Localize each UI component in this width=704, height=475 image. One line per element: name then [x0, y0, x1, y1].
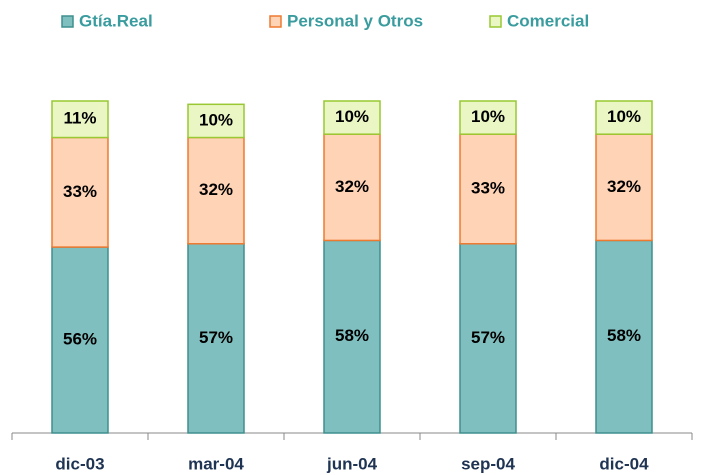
data-label: 33% — [471, 178, 505, 197]
bar-segment — [595, 239, 653, 434]
legend-swatch — [489, 15, 502, 28]
data-label: 10% — [607, 107, 641, 126]
x-tick-label: jun-04 — [326, 454, 378, 473]
data-label: 10% — [199, 110, 233, 129]
bar-segment — [187, 243, 245, 434]
bar-segment — [459, 100, 517, 135]
data-label: 11% — [63, 109, 96, 128]
data-label: 33% — [63, 182, 97, 201]
bar-segment — [187, 136, 245, 245]
data-label: 57% — [471, 328, 505, 347]
data-label: 58% — [607, 326, 641, 345]
bar-segment — [323, 239, 381, 434]
x-tick-label: sep-04 — [461, 454, 515, 473]
legend-label: Personal y Otros — [287, 11, 423, 30]
legend-swatch — [61, 15, 74, 28]
legend-label: Comercial — [507, 11, 589, 30]
x-tick-label: mar-04 — [188, 454, 244, 473]
x-tick-label: dic-04 — [599, 454, 649, 473]
data-label: 32% — [335, 177, 369, 196]
data-label: 10% — [471, 107, 505, 126]
x-tick-label: dic-03 — [55, 454, 104, 473]
legend-swatch — [269, 15, 282, 28]
data-label: 57% — [199, 328, 233, 347]
bar-segment — [323, 100, 381, 135]
bar-segment — [51, 100, 109, 139]
legend-label: Gtía.Real — [79, 11, 153, 30]
data-label: 58% — [335, 326, 369, 345]
bar-segment — [323, 133, 381, 242]
data-label: 32% — [607, 177, 641, 196]
bar-segment — [51, 246, 109, 434]
bar-segment — [459, 243, 517, 434]
bar-segment — [459, 133, 517, 245]
bar-segment — [51, 136, 109, 248]
data-label: 10% — [335, 107, 369, 126]
bar-segment — [187, 103, 245, 139]
data-label: 32% — [199, 180, 233, 199]
data-label: 56% — [63, 330, 97, 349]
bar-segment — [595, 133, 653, 242]
bar-segment — [595, 100, 653, 135]
